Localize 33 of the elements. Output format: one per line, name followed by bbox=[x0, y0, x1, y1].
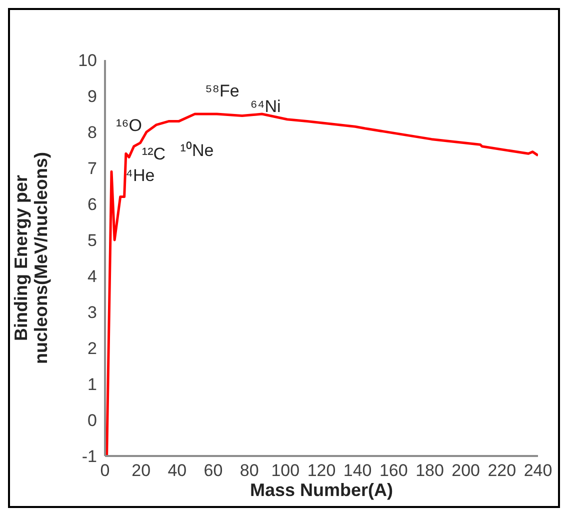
annotation: ¹²C bbox=[142, 144, 166, 164]
x-tick-label: 20 bbox=[132, 461, 151, 480]
y-tick-label: 2 bbox=[88, 339, 97, 358]
x-tick-label: 100 bbox=[271, 461, 300, 480]
x-tick-label: 180 bbox=[416, 461, 444, 480]
y-tick-label: 0 bbox=[88, 411, 97, 430]
x-tick-label: 80 bbox=[240, 461, 259, 480]
x-tick-label: 240 bbox=[524, 461, 552, 480]
y-tick-label: 10 bbox=[78, 51, 97, 70]
y-tick-label: 1 bbox=[88, 375, 97, 394]
annotation: ⁶⁴Ni bbox=[250, 96, 281, 116]
y-tick-label: 9 bbox=[88, 87, 97, 106]
y-tick-label: 7 bbox=[88, 159, 97, 178]
x-tick-label: 60 bbox=[204, 461, 223, 480]
annotation: ⁵⁸Fe bbox=[205, 82, 240, 101]
y-tick-label: 3 bbox=[88, 303, 97, 322]
x-tick-label: 200 bbox=[452, 461, 480, 480]
annotation: ¹⁶O bbox=[116, 116, 142, 135]
x-tick-label: 120 bbox=[307, 461, 336, 480]
x-tick-label: 160 bbox=[379, 461, 408, 480]
x-tick-label: 0 bbox=[100, 461, 110, 480]
x-axis-title: Mass Number(A) bbox=[250, 480, 394, 500]
x-tick-label: 140 bbox=[343, 461, 372, 480]
y-tick-label: 6 bbox=[88, 195, 97, 214]
x-tick-label: 40 bbox=[168, 461, 187, 480]
x-tick-label: 220 bbox=[488, 461, 516, 480]
y-tick-label: -1 bbox=[82, 447, 97, 466]
y-axis-title: Binding Energy per nucleons(MeV/nucleons) bbox=[11, 152, 51, 364]
y-tick-label: 8 bbox=[88, 123, 97, 142]
y-tick-label: 5 bbox=[88, 231, 97, 250]
annotation: ⁴He bbox=[126, 166, 155, 186]
y-tick-label: 4 bbox=[88, 267, 97, 286]
annotation: ¹⁰Ne bbox=[180, 141, 214, 160]
